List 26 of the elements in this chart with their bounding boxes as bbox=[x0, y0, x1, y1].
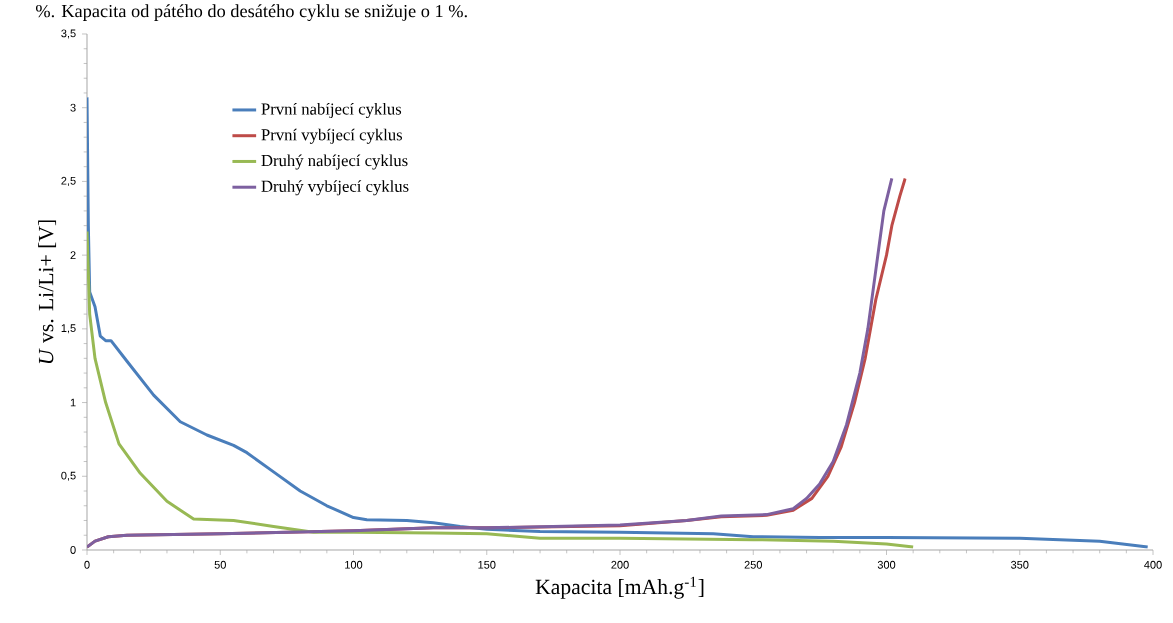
y-tick-label: 2 bbox=[70, 251, 76, 259]
legend-label: První vybíjecí cyklus bbox=[261, 128, 403, 144]
line-series bbox=[87, 95, 1150, 549]
legend-label: Druhý vybíjecí cyklus bbox=[261, 180, 409, 196]
x-tick-label: 250 bbox=[744, 560, 763, 569]
legend-label: První nabíjecí cyklus bbox=[261, 102, 402, 119]
x-tick-label: 150 bbox=[478, 560, 496, 569]
legend-label: Druhý nabíjecí cyklus bbox=[261, 154, 408, 170]
y-tick-label: 0 bbox=[70, 546, 76, 554]
y-tick-label: 3,5 bbox=[61, 29, 76, 39]
line-series bbox=[87, 230, 915, 549]
x-tick-label: 200 bbox=[611, 560, 629, 569]
y-tick-label: 1,5 bbox=[61, 324, 76, 334]
x-tick-label: 300 bbox=[877, 560, 896, 569]
y-tick-label: 3 bbox=[70, 103, 76, 112]
x-tick-label: 350 bbox=[1011, 560, 1029, 569]
y-tick-label: 1 bbox=[70, 398, 76, 407]
y-axis-title: U vs. Li/Li+ [V] bbox=[38, 220, 57, 364]
x-tick-label: 0 bbox=[84, 560, 90, 569]
y-tick-label: 0,5 bbox=[61, 471, 76, 481]
y-tick-label: 2,5 bbox=[61, 176, 76, 186]
x-tick-label: 100 bbox=[345, 560, 363, 569]
x-tick-label: 50 bbox=[214, 560, 226, 569]
text: %. Kapacita od pátého do desátého cyklu se snižuje o 1 %. bbox=[35, 4, 467, 22]
x-axis-title: Kapacita [mAh.g$^{-1}$] bbox=[535, 576, 704, 599]
x-tick-label: 400 bbox=[1144, 560, 1162, 569]
